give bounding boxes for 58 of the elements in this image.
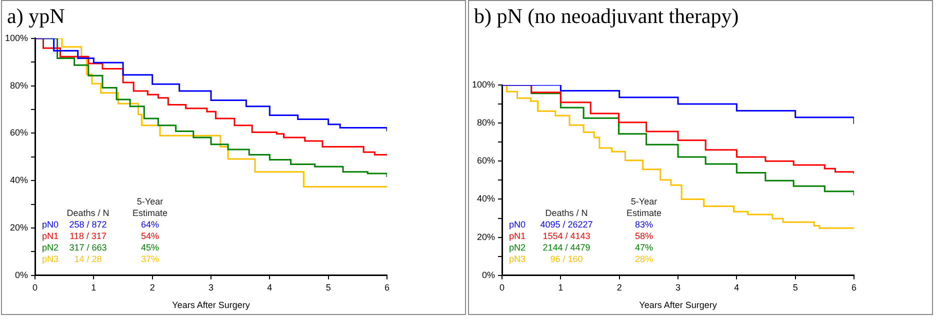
text: pN2 [509,242,526,252]
x-tick-label: 6 [851,282,857,292]
annotation: 258 / 872 [69,219,107,230]
x-tick-label: 2 [616,282,622,292]
y-tick-label: 0% [482,270,496,280]
annotation: 45% [141,242,160,252]
chart-title: b) pN (no neoadjuvant therapy) [473,3,740,30]
annotation: Deaths / N [545,208,588,218]
y-tick-label: 20% [477,232,496,242]
x-tick-label: 6 [384,282,390,292]
x-tick-label: 1 [91,282,96,292]
y-tick-label: 80% [477,118,496,128]
x-tick-label: 1 [558,282,564,292]
x-tick-label: 0 [32,282,38,292]
annotation: 54% [141,230,160,241]
chart-title: a) ypN [6,3,66,30]
annotation: 58% [635,230,654,241]
text: pN0 [42,219,59,230]
text: pN0 [509,219,526,230]
x-tick-label: 5 [792,282,798,292]
text: pN3 [42,254,59,264]
x-tick-label: 2 [150,282,155,292]
x-tick-label: 0 [500,282,505,292]
annotation: 317 / 663 [69,242,107,252]
y-tick-label: 100% [472,79,496,90]
x-tick-label: 3 [676,282,681,292]
x-tick-label: 3 [208,282,214,292]
y-tick-label: 0% [15,270,28,280]
annotation: 5-Year Estimate [626,196,662,218]
annotation: 47% [635,242,654,252]
annotation: Deaths / N [66,208,110,218]
y-tick-label: 60% [477,156,496,166]
text: pN3 [509,254,526,264]
x-axis-title: Years After Surgery [639,300,718,310]
annotation: 4095 / 26227 [540,219,593,230]
text: pN2 [42,242,59,252]
annotation: 1554 / 4143 [542,230,590,241]
x-axis-title: Years After Surgery [172,300,250,310]
annotation: 83% [635,219,654,230]
y-tick-label: 20% [10,222,28,232]
x-tick-label: 4 [267,282,272,292]
annotation: 64% [141,219,160,230]
annotation: 14 / 28 [74,254,102,264]
text: pN1 [42,230,59,241]
y-tick-label: 100% [4,32,28,43]
annotation: 28% [635,254,654,264]
y-tick-label: 60% [10,128,28,138]
x-tick-label: 5 [326,282,331,292]
y-tick-label: 80% [10,80,28,90]
y-tick-label: 40% [477,194,496,204]
annotation: 5-Year Estimate [132,196,168,218]
x-tick-label: 4 [734,282,740,292]
annotation: 96 / 160 [550,254,583,264]
annotation: 2144 / 4479 [542,242,590,252]
y-tick-label: 40% [10,175,28,186]
text: pN1 [509,230,526,241]
annotation: 37% [141,254,160,264]
annotation: 118 / 317 [70,230,106,241]
